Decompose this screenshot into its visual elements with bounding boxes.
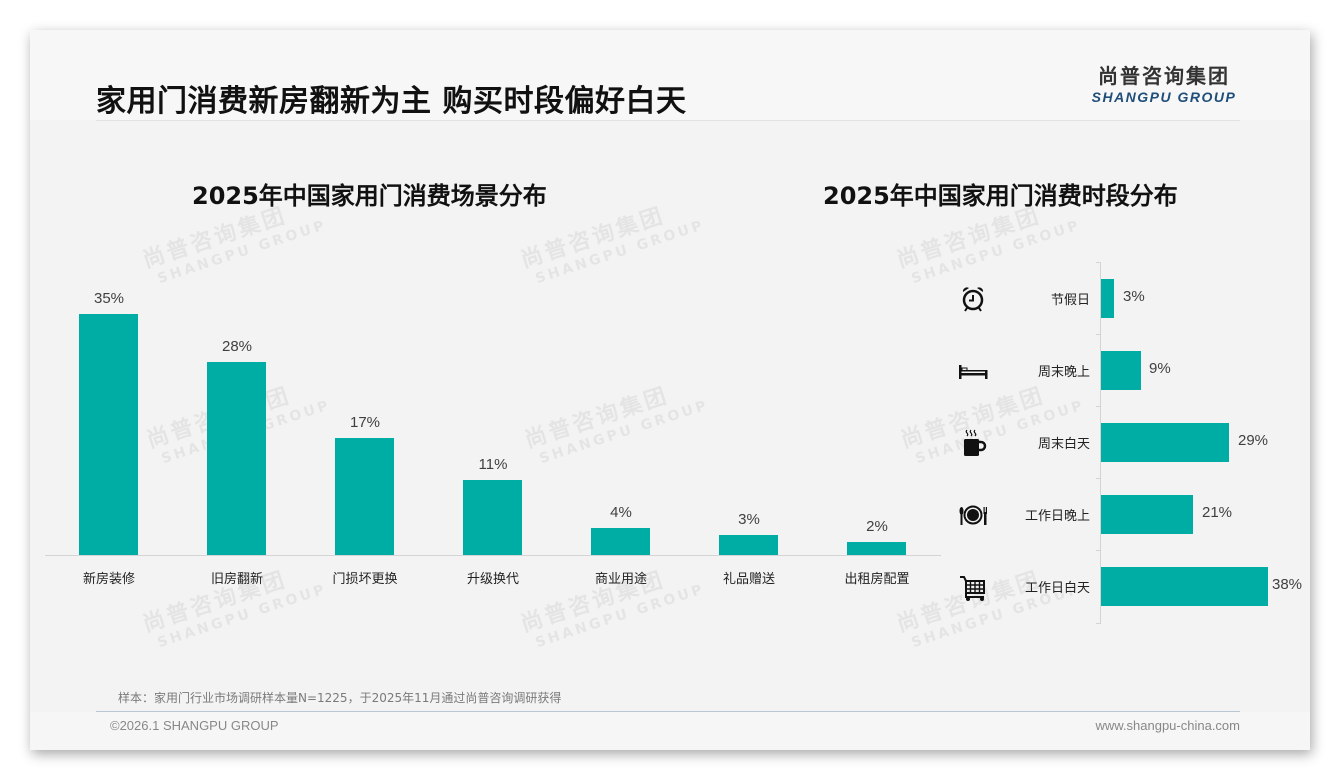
- scene-bar-chart: 35% 新房装修 28% 旧房翻新 17% 门损坏更换 11% 升级换代 4% …: [45, 270, 941, 590]
- scene-chart-title: 2025年中国家用门消费场景分布: [192, 182, 547, 210]
- sample-note: 样本：家用门行业市场调研样本量N=1225，于2025年11月通过尚普咨询调研获…: [118, 691, 562, 705]
- bed-icon: [959, 365, 988, 379]
- dinner-plate-icon: [959, 505, 987, 525]
- bar: [719, 535, 778, 555]
- bar-value-label: 17%: [349, 414, 381, 431]
- copyright-text: ©2026.1 SHANGPU GROUP: [110, 718, 279, 733]
- bar-value-label: 29%: [1238, 432, 1269, 449]
- axis-tick: [1096, 334, 1101, 335]
- timeslot-chart-title: 2025年中国家用门消费时段分布: [823, 182, 1178, 210]
- bar-value-label: 2%: [866, 518, 888, 535]
- bar-row: 节假日 3%: [950, 262, 1310, 334]
- header-band: [30, 30, 1310, 120]
- header-divider: [96, 120, 1240, 121]
- footer-band: [30, 712, 1310, 750]
- category-label: 周末白天: [1037, 437, 1090, 452]
- bar-group: 4% 商业用途: [561, 270, 681, 590]
- bar-row: 工作日白天 38%: [950, 550, 1310, 622]
- axis-tick: [1096, 406, 1101, 407]
- category-label: 门损坏更换: [332, 572, 398, 587]
- bar-value-label: 35%: [93, 290, 125, 307]
- axis-tick: [1096, 550, 1101, 551]
- bar-row: 周末白天 29%: [950, 406, 1310, 478]
- page-title: 家用门消费新房翻新为主 购买时段偏好白天: [96, 84, 687, 119]
- bar-group: 3% 礼品赠送: [689, 270, 809, 590]
- x-axis-line: [45, 555, 941, 556]
- bar-group: 17% 门损坏更换: [305, 270, 425, 590]
- category-label: 商业用途: [594, 572, 647, 587]
- bar: [1101, 279, 1114, 318]
- bar-value-label: 28%: [221, 338, 253, 355]
- category-label: 升级换代: [466, 572, 519, 587]
- category-label: 新房装修: [82, 572, 135, 587]
- company-logo: 尚普咨询集团 SHANGPU GROUP: [1086, 64, 1242, 106]
- category-label: 节假日: [1050, 293, 1090, 308]
- timeslot-bar-chart: 节假日 3% 周末晚上 9% 周末白天: [950, 262, 1310, 624]
- bar-value-label: 3%: [1123, 288, 1145, 305]
- bar-group: 28% 旧房翻新: [177, 270, 297, 590]
- alarm-clock-icon: [962, 287, 984, 312]
- y-axis-line: [1100, 262, 1101, 624]
- axis-tick: [1096, 623, 1101, 624]
- coffee-cup-icon: [964, 429, 987, 456]
- bar-value-label: 38%: [1272, 576, 1303, 593]
- bar-value-label: 4%: [610, 504, 632, 521]
- bar-value-label: 3%: [738, 511, 760, 528]
- logo-english-text: SHANGPU GROUP: [1091, 89, 1237, 105]
- bar: [1101, 351, 1141, 390]
- bar: [79, 314, 138, 555]
- slide: 尚普咨询集团 SHANGPU GROUP 尚普咨询集团 SHANGPU GROUP …: [30, 30, 1310, 750]
- bar-value-label: 21%: [1202, 504, 1233, 521]
- bar-group: 35% 新房装修: [49, 270, 169, 590]
- bar-row: 周末晚上 9%: [950, 334, 1310, 406]
- website-link[interactable]: www.shangpu-china.com: [1095, 718, 1240, 733]
- logo-chinese-text: 尚普咨询集团: [1098, 64, 1230, 88]
- category-label: 礼品赠送: [722, 572, 775, 587]
- shopping-cart-icon: [960, 576, 985, 601]
- footer-divider: [96, 711, 1240, 712]
- bar-value-label: 9%: [1149, 360, 1171, 377]
- bar-group: 2% 出租房配置: [817, 270, 937, 590]
- category-label: 周末晚上: [1037, 365, 1090, 380]
- axis-tick: [1096, 262, 1101, 263]
- bar: [1101, 567, 1268, 606]
- bar-group: 11% 升级换代: [433, 270, 553, 590]
- category-label: 旧房翻新: [210, 572, 263, 587]
- bar-value-label: 11%: [478, 456, 508, 473]
- bar-row: 工作日晚上 21%: [950, 478, 1310, 550]
- bar: [591, 528, 650, 555]
- bar: [207, 362, 266, 555]
- bar: [335, 438, 394, 555]
- bar: [463, 480, 522, 555]
- category-label: 出租房配置: [844, 572, 910, 587]
- bar: [847, 542, 906, 555]
- bar: [1101, 495, 1193, 534]
- category-label: 工作日白天: [1024, 581, 1090, 596]
- bar: [1101, 423, 1229, 462]
- category-label: 工作日晚上: [1024, 509, 1090, 524]
- axis-tick: [1096, 478, 1101, 479]
